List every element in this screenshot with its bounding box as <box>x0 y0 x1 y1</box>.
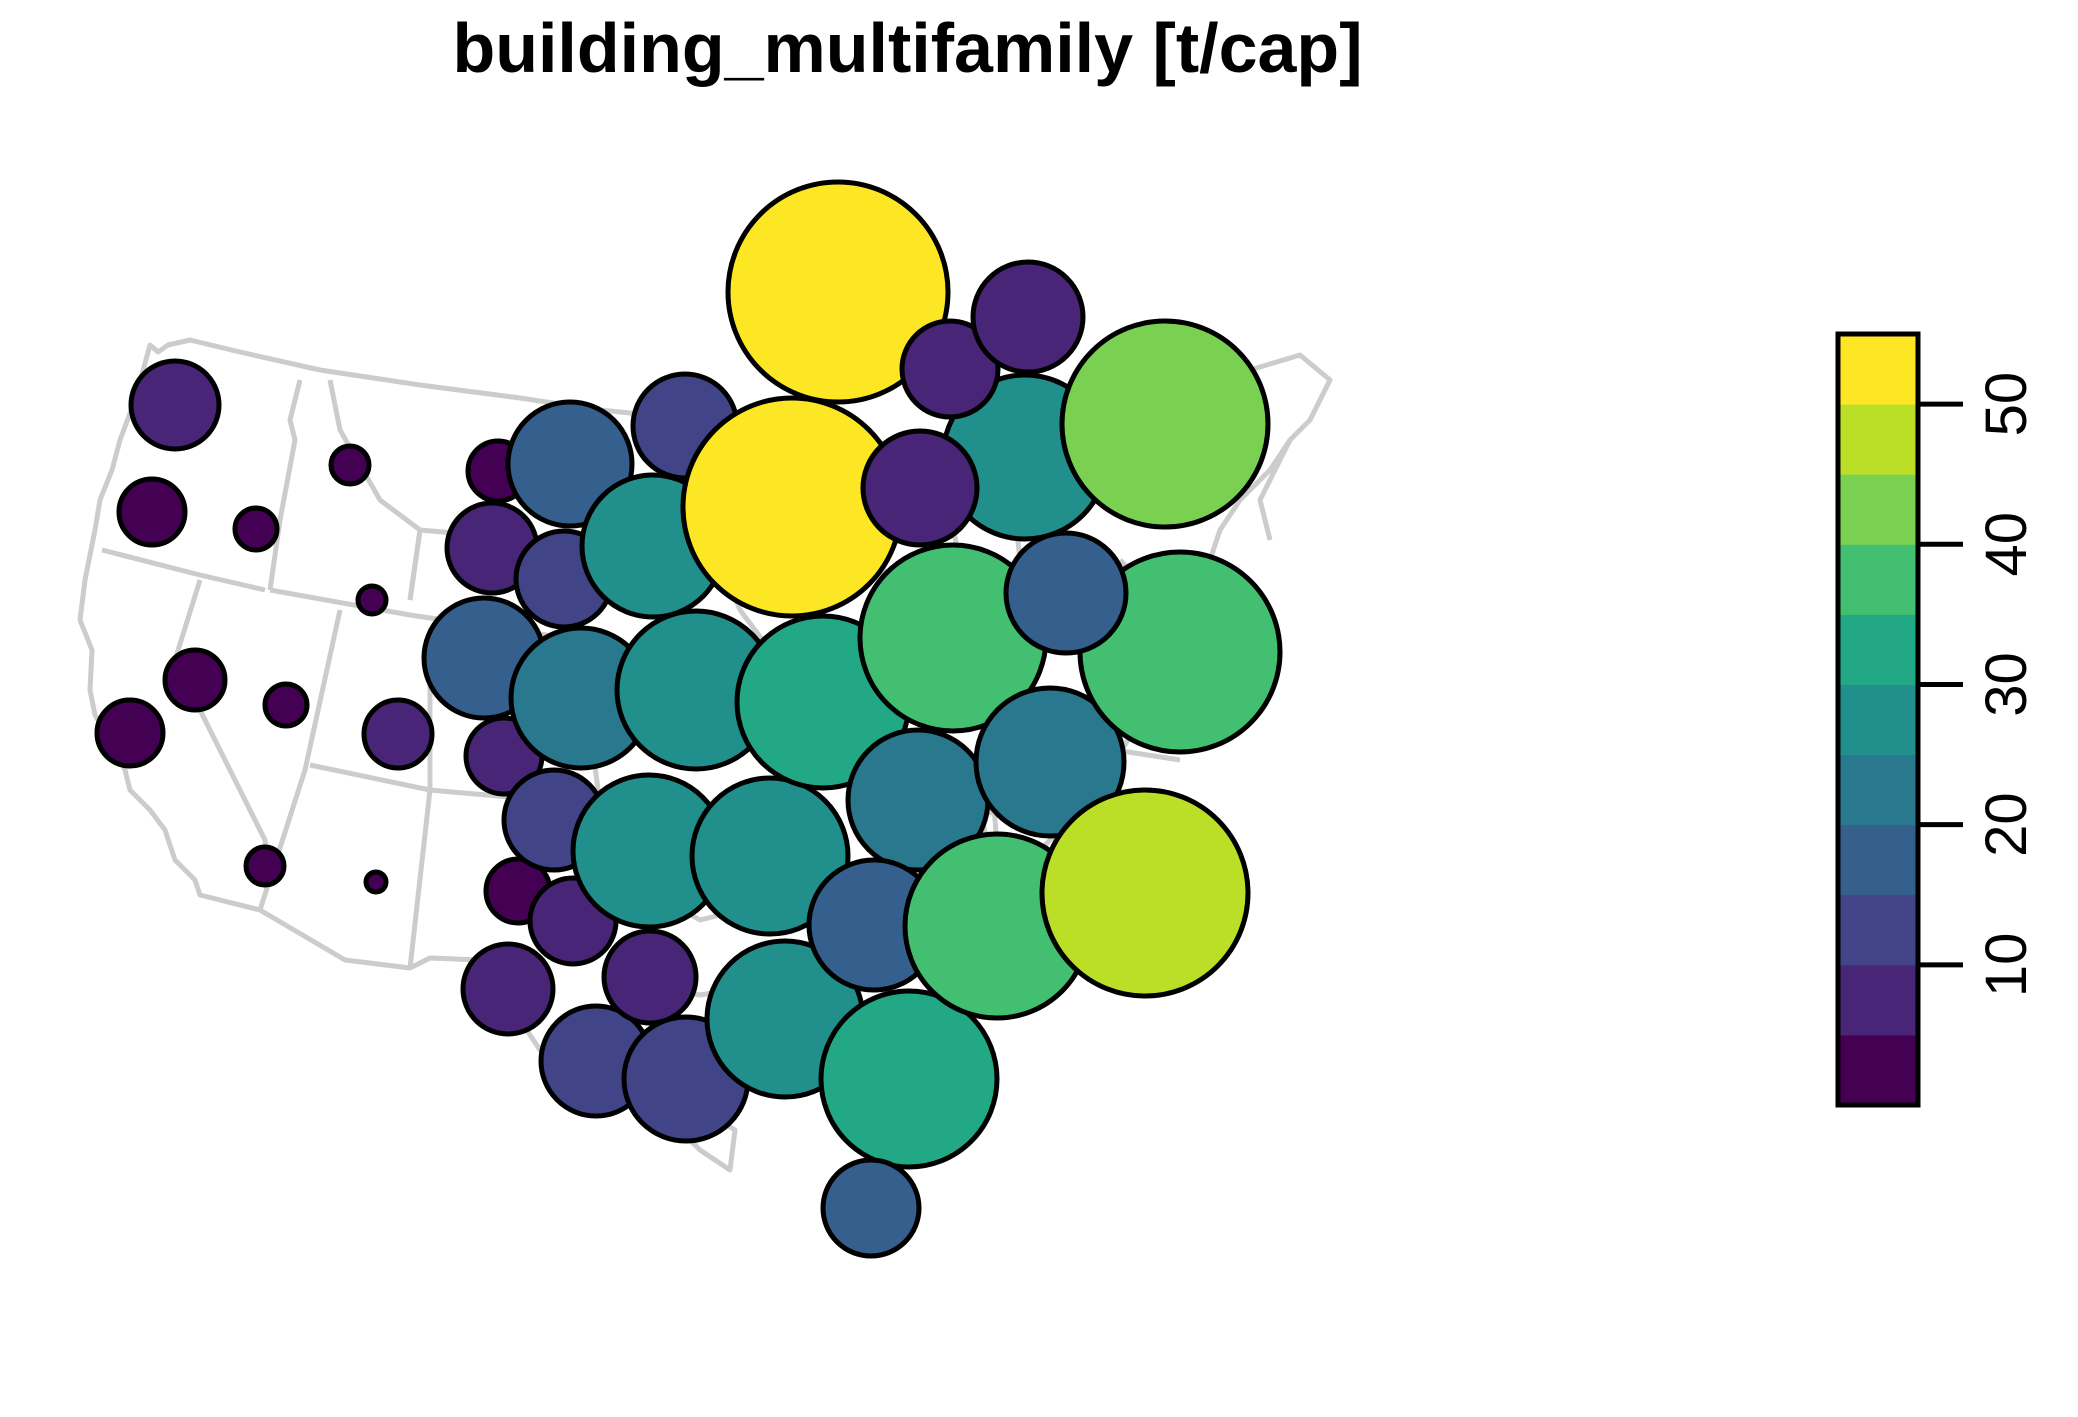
border-id-mt <box>327 379 423 601</box>
colorbar-band <box>1838 754 1918 826</box>
state-circle-ma <box>1059 318 1271 530</box>
state-circle-wa <box>128 358 222 452</box>
colorbar-band <box>1838 1034 1918 1106</box>
colorbar-band <box>1838 474 1918 545</box>
colorbar-frame <box>1835 331 1921 1108</box>
state-circle-co <box>361 697 435 771</box>
colorbar-legend: 10 20 30 40 50 <box>1835 331 2039 1108</box>
colorbar-ticks: 10 20 30 40 50 <box>1918 372 2039 997</box>
state-circles <box>94 179 1283 1259</box>
colorbar-tick-label: 30 <box>1974 652 2039 717</box>
colorbar-tick-label: 40 <box>1974 512 2039 577</box>
state-circle-mi2 <box>725 179 951 405</box>
state-circle-ky <box>689 775 851 937</box>
state-circle-me <box>860 428 980 548</box>
colorbar-tick-label: 20 <box>1974 792 2039 857</box>
colorbar-band <box>1838 684 1918 756</box>
colorbar-tick-label: 50 <box>1974 372 2039 437</box>
state-circle-nm <box>363 869 389 895</box>
colorbar-band <box>1838 544 1918 615</box>
state-circle-ca <box>94 697 166 769</box>
state-circle-ut <box>262 681 310 729</box>
colorbar-band <box>1838 334 1918 405</box>
state-circle-md <box>1039 787 1251 999</box>
colorbar-band <box>1838 824 1918 896</box>
border-az-nm <box>407 789 433 969</box>
colorbar-band <box>1838 894 1918 966</box>
state-circle-ms2 <box>601 928 699 1026</box>
colorbar-tick-label: 10 <box>1974 933 2039 998</box>
state-circle-tx <box>460 941 556 1037</box>
state-circle-nh <box>970 259 1086 375</box>
state-circle-id <box>232 505 280 553</box>
state-circle-vt <box>899 318 1001 420</box>
state-circle-wy <box>355 583 389 617</box>
border-ut-az <box>309 762 431 793</box>
state-circle-fl <box>818 988 1000 1170</box>
state-circle-mt <box>328 443 372 487</box>
colorbar-bands <box>1838 334 1918 1106</box>
state-circle-or <box>116 476 188 548</box>
state-circle-ct <box>1003 530 1129 656</box>
border-wa-or <box>101 547 266 593</box>
border-new-england <box>1257 438 1293 541</box>
colorbar-band <box>1838 404 1918 475</box>
map-title: building_multifamily [t/cap] <box>452 9 1363 87</box>
colorbar-band <box>1838 614 1918 685</box>
state-circle-sc <box>820 1157 922 1259</box>
border-wa-id <box>267 379 303 591</box>
state-circle-az <box>243 844 287 888</box>
colorbar-band <box>1838 964 1918 1036</box>
border-ca-nv <box>172 579 273 881</box>
state-circle-nj <box>973 685 1127 839</box>
state-circle-nv <box>162 647 228 713</box>
